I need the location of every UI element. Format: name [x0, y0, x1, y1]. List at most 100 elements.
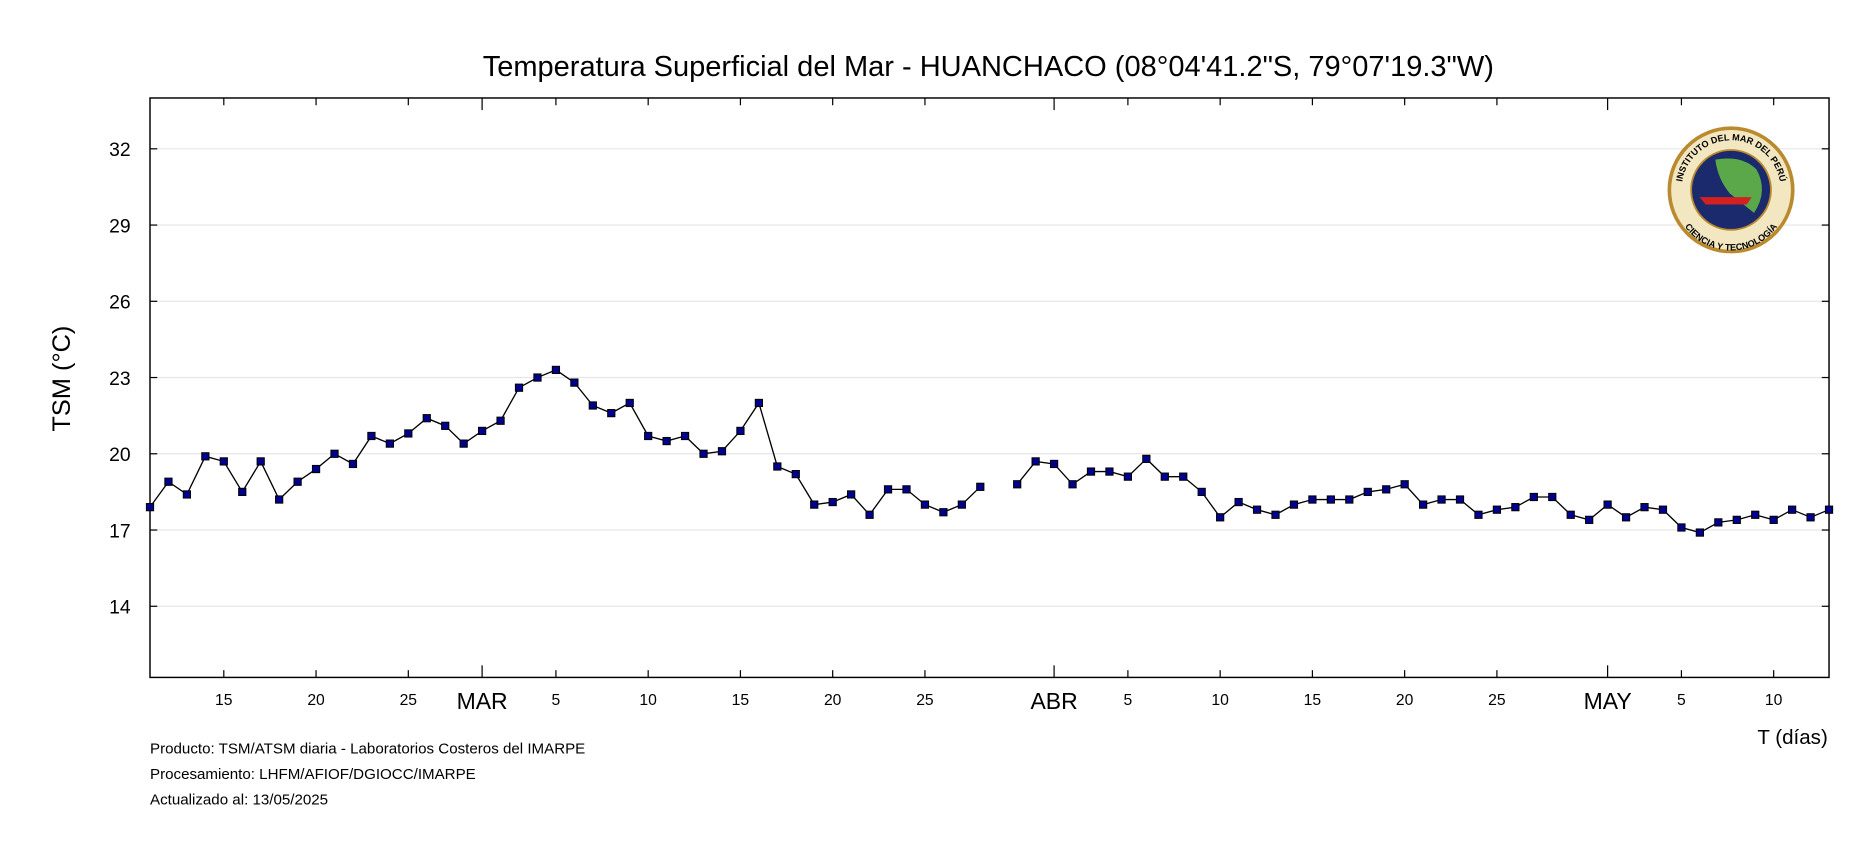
x-tick-label: 25: [400, 692, 418, 709]
data-point: [496, 416, 505, 425]
data-point: [828, 497, 837, 507]
data-point: [275, 495, 284, 504]
data-point: [1769, 515, 1778, 524]
data-point: [717, 447, 727, 456]
data-point: [1197, 487, 1206, 497]
data-point: [1585, 515, 1594, 524]
data-point: [736, 426, 745, 436]
data-point: [1418, 500, 1428, 509]
y-tick-label: 26: [109, 292, 131, 314]
grid: [150, 148, 1830, 607]
data-point: [1289, 500, 1299, 509]
data-point: [1252, 505, 1262, 514]
data-point: [1603, 500, 1612, 509]
data-point: [1179, 472, 1188, 481]
data-point: [1105, 467, 1114, 476]
data-point: [847, 490, 856, 499]
data-point: [957, 500, 966, 509]
data-point: [330, 449, 339, 458]
data-point: [219, 457, 228, 466]
data-point: [182, 490, 192, 499]
data-point: [1400, 480, 1409, 489]
y-tick-label: 32: [109, 139, 131, 161]
footer-line: Producto: TSM/ATSM diaria - Laboratorios…: [150, 741, 585, 758]
data-point: [459, 439, 468, 448]
data-point: [1621, 513, 1631, 522]
data-point: [1160, 472, 1169, 481]
y-tick-label: 23: [109, 368, 131, 390]
y-tick-label: 14: [109, 597, 131, 619]
chart-title: Temperatura Superficial del Mar - HUANCH…: [483, 51, 1494, 83]
logo-ship: [1699, 197, 1752, 205]
data-point: [1529, 492, 1538, 502]
data-point: [1455, 495, 1465, 504]
x-tick-label: 15: [215, 692, 233, 709]
data-point: [422, 414, 431, 423]
y-tick-label: 29: [109, 215, 131, 237]
data-point: [644, 431, 653, 441]
data-point: [920, 500, 930, 509]
footer-line: Procesamiento: LHFM/AFIOF/DGIOCC/IMARPE: [150, 766, 476, 783]
data-point: [551, 365, 561, 375]
data-point: [478, 426, 487, 436]
data-point: [293, 477, 302, 486]
x-tick-label: 20: [1396, 692, 1414, 709]
data-point: [1492, 505, 1502, 514]
data-point: [791, 469, 800, 479]
x-tick-label: 5: [1677, 692, 1686, 709]
data-point: [773, 462, 782, 471]
data-point: [1474, 510, 1483, 519]
data-point: [976, 482, 985, 491]
plot-frame: [149, 97, 1830, 679]
x-month-label: MAR: [457, 688, 508, 714]
y-axis-label: TSM (°C): [48, 326, 76, 432]
data-point: [1658, 505, 1668, 514]
y-tick-label: 17: [109, 520, 131, 542]
logo-map: [1715, 158, 1762, 213]
data-point: [1732, 515, 1741, 524]
data-point: [1345, 495, 1354, 504]
x-tick-label: 5: [1124, 692, 1133, 709]
data-point: [1695, 528, 1704, 537]
x-month-label: MAY: [1584, 688, 1632, 714]
x-tick-label: 20: [824, 692, 842, 709]
data-point: [754, 398, 763, 408]
x-tick-label: 15: [732, 692, 750, 709]
data-point: [1271, 510, 1280, 519]
data-point: [238, 487, 247, 497]
x-axis-label: T (días): [1757, 726, 1827, 749]
x-tick-label: 15: [1304, 692, 1322, 709]
data-point: [1677, 523, 1686, 532]
data-point: [939, 508, 948, 517]
data-point: [883, 485, 893, 494]
x-month-label: ABR: [1030, 688, 1077, 714]
data-point: [662, 436, 671, 446]
data-point: [385, 439, 394, 448]
data-point: [570, 378, 579, 387]
data-point: [1216, 513, 1225, 522]
data-point: [256, 457, 265, 466]
data-point: [588, 401, 597, 410]
data-point: [865, 510, 874, 519]
x-tick-label: 10: [639, 692, 657, 709]
x-tick-label: 25: [1488, 692, 1506, 709]
data-point: [1086, 467, 1096, 476]
data-point: [404, 429, 413, 438]
x-tick-label: 25: [916, 692, 934, 709]
data-point: [164, 477, 173, 486]
data-line: [149, 369, 1830, 534]
data-point: [441, 421, 450, 430]
data-point: [1548, 492, 1557, 502]
data-point: [1049, 459, 1059, 469]
data-point: [1437, 495, 1446, 504]
logo: INSTITUTO DEL MAR DEL PERÚ CIENCIA Y TEC…: [1667, 126, 1795, 254]
data-point: [1123, 472, 1133, 481]
data-point: [1806, 513, 1815, 522]
data-point: [625, 398, 634, 408]
x-tick-label: 10: [1765, 692, 1783, 709]
data-point: [311, 464, 321, 474]
data-point: [201, 452, 210, 461]
data-point: [1031, 457, 1040, 466]
